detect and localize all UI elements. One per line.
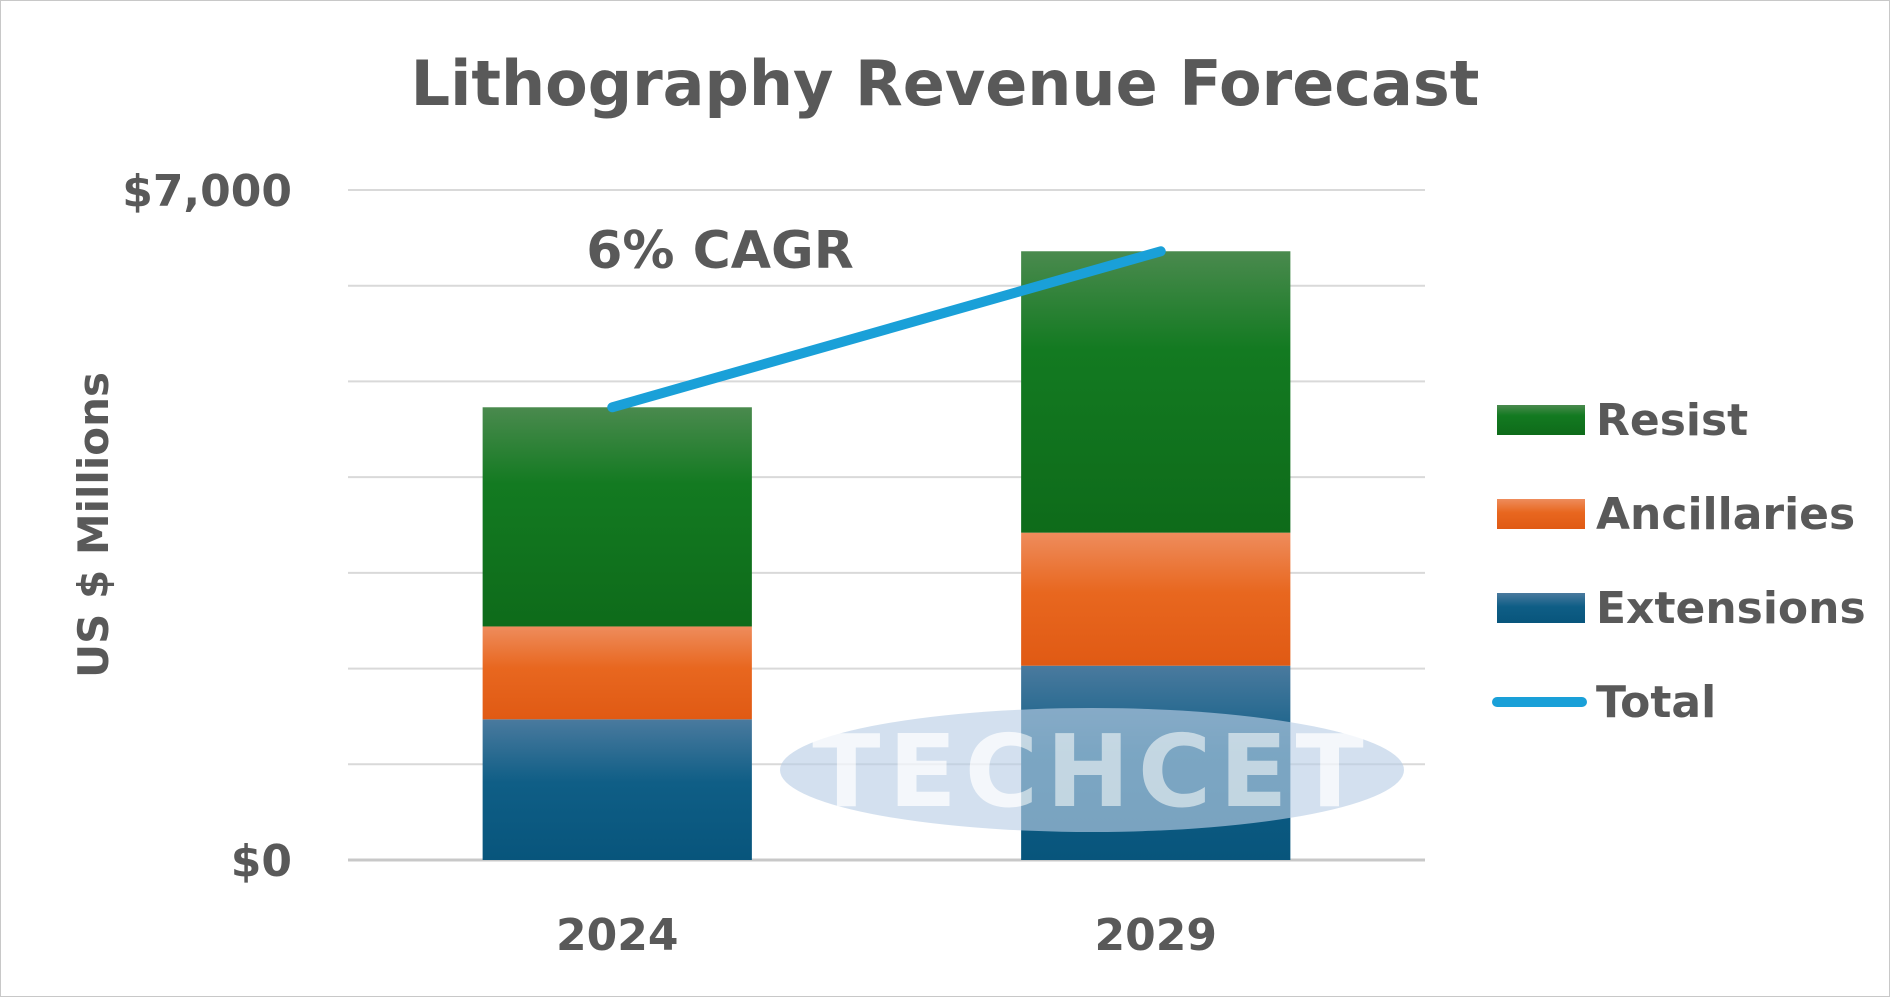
bar-ancillaries-2029 — [1021, 532, 1291, 666]
legend-label-resist: Resist — [1596, 395, 1748, 446]
legend: Resist Ancillaries Extensions Total — [1492, 395, 1866, 728]
bars — [482, 251, 1291, 860]
legend-swatch-extensions — [1497, 593, 1585, 623]
watermark-text: TECHCET — [812, 713, 1372, 830]
y-tick-label: $7,000 — [122, 166, 292, 217]
total-line — [607, 246, 1166, 413]
legend-label-ancillaries: Ancillaries — [1596, 489, 1855, 540]
techcet-watermark: TECHCET — [780, 708, 1404, 832]
legend-swatch-resist — [1497, 405, 1585, 435]
legend-label-total: Total — [1596, 677, 1716, 728]
bar-resist-2024 — [482, 407, 752, 627]
y-axis-label: US $ Millions — [69, 372, 118, 678]
bar-ancillaries-2024 — [482, 626, 752, 720]
x-tick-label-2029: 2029 — [1095, 910, 1217, 961]
total-line-layer — [607, 246, 1166, 413]
legend-label-extensions: Extensions — [1596, 583, 1866, 634]
x-axis-ticks: 2024 2029 — [556, 910, 1217, 961]
bar-resist-2029 — [1021, 251, 1291, 533]
y-axis-ticks: $0 $7,000 — [122, 166, 292, 887]
legend-swatch-ancillaries — [1497, 499, 1585, 529]
chart-title: Lithography Revenue Forecast — [411, 47, 1480, 120]
bar-extensions-2024 — [482, 719, 752, 860]
cagr-annotation: 6% CAGR — [586, 221, 854, 281]
y-tick-label: $0 — [231, 836, 292, 887]
x-tick-label-2024: 2024 — [556, 910, 678, 961]
